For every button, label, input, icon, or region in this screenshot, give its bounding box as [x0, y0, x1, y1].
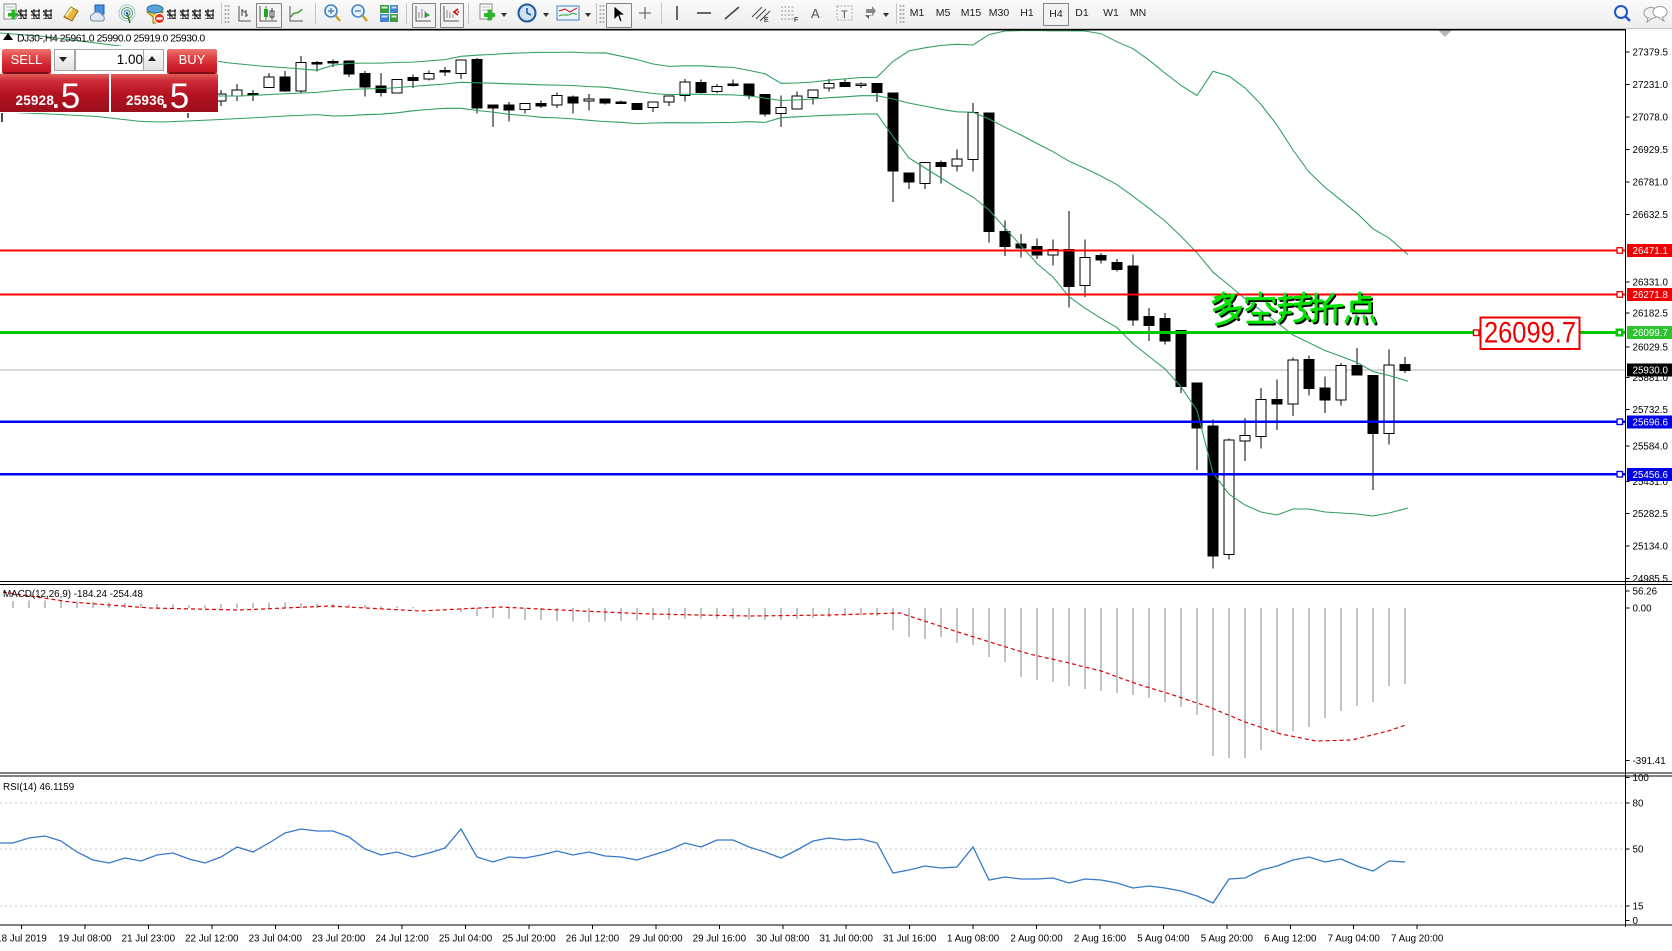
- svg-text:26099.7: 26099.7: [1633, 328, 1668, 339]
- svg-text:100: 100: [1633, 773, 1650, 784]
- svg-text:27379.5: 27379.5: [1633, 48, 1669, 59]
- svg-text:1 Aug 08:00: 1 Aug 08:00: [947, 934, 1000, 945]
- svg-text:22 Jul 12:00: 22 Jul 12:00: [185, 934, 239, 945]
- svg-text:29 Jul 16:00: 29 Jul 16:00: [693, 934, 747, 945]
- svg-text:18 Jul 2019: 18 Jul 2019: [0, 934, 47, 945]
- svg-text:25881.0: 25881.0: [1633, 373, 1669, 384]
- svg-text:MACD(12,26,9) -184.24 -254.48: MACD(12,26,9) -184.24 -254.48: [3, 589, 144, 600]
- svg-text:0: 0: [1633, 916, 1639, 927]
- svg-text:26 Jul 12:00: 26 Jul 12:00: [566, 934, 620, 945]
- svg-text:-391.41: -391.41: [1633, 756, 1666, 767]
- svg-text:E: E: [764, 17, 769, 24]
- svg-text:0.00: 0.00: [1633, 604, 1653, 615]
- svg-text:26331.0: 26331.0: [1633, 278, 1669, 289]
- svg-text:25 Jul 04:00: 25 Jul 04:00: [439, 934, 493, 945]
- svg-text:23 Jul 20:00: 23 Jul 20:00: [312, 934, 366, 945]
- svg-text:2 Aug 00:00: 2 Aug 00:00: [1010, 934, 1063, 945]
- svg-text:31 Jul 16:00: 31 Jul 16:00: [883, 934, 937, 945]
- svg-text:25930.0: 25930.0: [1633, 366, 1669, 377]
- svg-text:15: 15: [1633, 902, 1644, 913]
- svg-text:F: F: [794, 17, 798, 24]
- svg-text:25696.6: 25696.6: [1633, 417, 1669, 428]
- svg-text:RSI(14) 46.1159: RSI(14) 46.1159: [3, 782, 74, 793]
- svg-text:31 Jul 00:00: 31 Jul 00:00: [820, 934, 874, 945]
- svg-text:25134.0: 25134.0: [1633, 542, 1669, 553]
- svg-text:7 Aug 20:00: 7 Aug 20:00: [1391, 934, 1444, 945]
- svg-text:50: 50: [1633, 845, 1644, 856]
- svg-text:A: A: [811, 6, 820, 21]
- svg-text:25431.0: 25431.0: [1633, 477, 1669, 488]
- svg-text:26182.5: 26182.5: [1633, 309, 1669, 320]
- svg-text:T: T: [841, 9, 848, 21]
- svg-text:26029.5: 26029.5: [1633, 343, 1669, 354]
- svg-text:25584.0: 25584.0: [1633, 442, 1669, 453]
- svg-text:5 Aug 20:00: 5 Aug 20:00: [1201, 934, 1254, 945]
- svg-text:25282.5: 25282.5: [1633, 509, 1669, 520]
- svg-text:19 Jul 08:00: 19 Jul 08:00: [58, 934, 112, 945]
- svg-text:DJ30-,H4 25961.0 25990.0 2591: DJ30-,H4 25961.0 25990.0 25919.0 25930.0: [17, 34, 205, 45]
- svg-text:26929.5: 26929.5: [1633, 145, 1669, 156]
- svg-text:7 Aug 04:00: 7 Aug 04:00: [1328, 934, 1381, 945]
- svg-text:30 Jul 08:00: 30 Jul 08:00: [756, 934, 810, 945]
- svg-text:26471.1: 26471.1: [1633, 246, 1668, 257]
- svg-text:24 Jul 12:00: 24 Jul 12:00: [375, 934, 429, 945]
- svg-text:27231.0: 27231.0: [1633, 80, 1669, 91]
- svg-text:27078.0: 27078.0: [1633, 113, 1669, 124]
- svg-text:80: 80: [1633, 799, 1644, 810]
- svg-text:26632.5: 26632.5: [1633, 210, 1669, 221]
- svg-text:26781.0: 26781.0: [1633, 178, 1669, 189]
- svg-text:23 Jul 04:00: 23 Jul 04:00: [249, 934, 303, 945]
- svg-text:26099.7: 26099.7: [1484, 317, 1576, 350]
- svg-text:25 Jul 20:00: 25 Jul 20:00: [502, 934, 556, 945]
- svg-text:25456.6: 25456.6: [1633, 470, 1669, 481]
- svg-text:2 Aug 16:00: 2 Aug 16:00: [1074, 934, 1127, 945]
- svg-text:29 Jul 00:00: 29 Jul 00:00: [629, 934, 683, 945]
- svg-text:25732.5: 25732.5: [1633, 405, 1669, 416]
- svg-text:21 Jul 23:00: 21 Jul 23:00: [122, 934, 176, 945]
- svg-text:5 Aug 04:00: 5 Aug 04:00: [1137, 934, 1190, 945]
- svg-text:24985.5: 24985.5: [1633, 574, 1669, 585]
- svg-text:6 Aug 12:00: 6 Aug 12:00: [1264, 934, 1317, 945]
- svg-text:56.26: 56.26: [1633, 587, 1658, 598]
- svg-text:26271.8: 26271.8: [1633, 290, 1669, 301]
